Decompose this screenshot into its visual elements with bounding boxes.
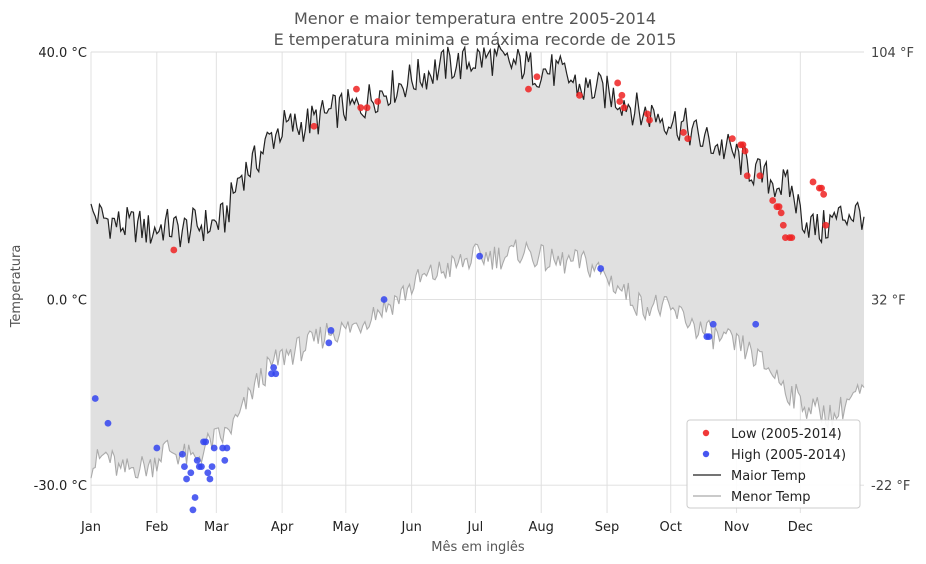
high-record-point [380,296,388,303]
legend-label: High (2005-2014) [731,448,846,463]
low-record-point [357,104,365,112]
low-record-point [684,135,692,143]
x-tick-label: May [332,520,359,535]
high-record-point [198,463,205,470]
high-record-point [206,475,214,483]
x-tick-label: Jul [467,520,484,535]
legend-box [686,419,861,509]
high-record-point [223,444,231,452]
high-record-point [104,419,112,427]
x-tick-label: Mar [204,520,229,535]
x-tick-label: Apr [271,520,294,535]
menor-temp-line [90,239,865,479]
low-record-point [525,85,532,93]
low-record-point [614,79,622,87]
temperature-band [91,44,864,479]
high-record-point [208,463,216,470]
high-record-point [476,252,484,260]
y2-tick-label: -22 °F [871,479,910,494]
low-record-point [820,190,828,198]
x-tick-label: Nov [724,520,750,535]
legend-marker [702,450,710,458]
high-record-point [597,265,605,272]
low-record-point [822,221,830,229]
high-record-point [189,506,197,514]
low-record-point [775,203,783,211]
low-record-point [363,104,371,112]
low-record-point [374,98,382,105]
x-tick-label: Aug [529,520,554,535]
chart-subtitle: E temperatura minima e máxima recorde de… [274,30,677,49]
low-record-point [618,91,626,99]
high-record-point [191,494,199,501]
low-record-point [353,85,360,93]
high-record-point [270,364,278,371]
low-record-point [643,110,651,118]
high-record-point [752,320,760,328]
low-record-point [728,135,736,143]
low-record-point [788,234,796,242]
y2-tick-label: 32 °F [871,294,906,309]
y-tick-label: -30.0 °C [34,479,87,494]
high-record-point [327,327,335,334]
high-record-point [709,320,717,328]
high-record-point [193,457,201,464]
low-record-point [646,116,653,124]
low-record-point [743,172,751,180]
plot-area: Jan Feb Mar Apr May Jun Jul Aug Sep Oct Nov Dec 40.0… [34,42,914,535]
y-tick-label: 0.0 °C [47,294,87,309]
maior-temp-line [90,42,865,248]
x-tick-label: Jun [401,520,422,535]
low-record-point [769,197,777,204]
low-record-point [680,129,687,136]
high-record-point [204,469,212,477]
high-record-point [221,457,229,464]
high-record-point [187,469,195,477]
low-record-point [809,178,817,186]
low-record-point [756,172,764,180]
x-tick-label: Oct [660,520,682,535]
low-record-point [739,141,747,149]
high-record-point [202,438,210,446]
low-record-point [777,209,785,217]
high-record-point [325,339,333,347]
low-record-point [616,98,624,105]
legend-label: Menor Temp [731,490,811,505]
high-record-point [181,463,188,470]
legend-label: Maior Temp [731,469,806,484]
low-record-point [533,73,541,81]
legend: Low (2005-2014) High (2005-2014) Maior Tem… [686,419,861,509]
legend-label: Low (2005-2014) [731,427,842,442]
high-record-point [178,450,186,458]
low-record-point [620,104,628,112]
high-record-point [210,444,218,452]
y-axis-label: Temperatura [9,245,24,329]
x-tick-label: Dec [788,520,813,535]
low-record-point [310,122,318,130]
y2-tick-label: 104 °F [871,46,914,61]
x-tick-label: Sep [595,520,620,535]
low-record-point [170,246,178,254]
low-record-point [741,147,749,155]
low-record-point [779,221,787,229]
high-record-point [183,475,190,483]
x-tick-label: Jan [80,520,101,535]
low-record-point [818,184,825,192]
chart-title: Menor e maior temperatura entre 2005-201… [294,9,656,28]
high-record-point [91,395,99,402]
low-record-point [576,91,583,99]
x-axis-label: Mês em inglês [431,540,525,555]
x-tick-label: Feb [145,520,168,535]
high-record-point [153,444,161,452]
legend-marker [702,429,710,437]
high-record-point [705,333,713,341]
high-record-point [272,370,280,378]
y-tick-label: 40.0 °C [38,46,87,61]
